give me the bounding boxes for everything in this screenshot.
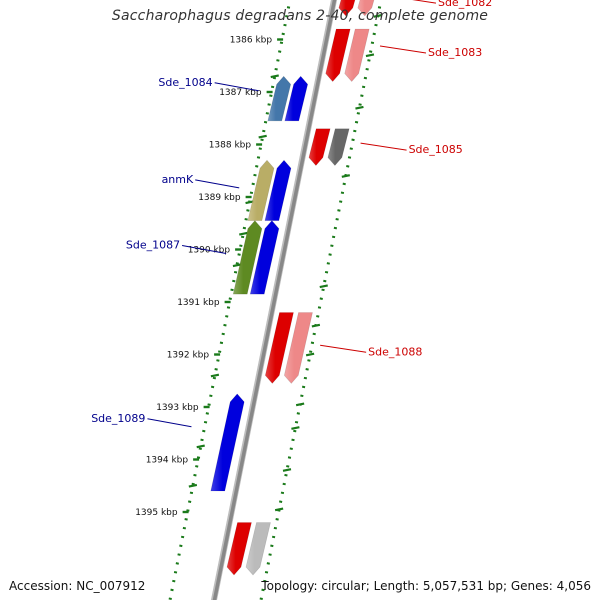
gene-label: Sde_1087 xyxy=(126,239,180,252)
scale-tick-label: 1387 kbp xyxy=(219,88,262,98)
topology-text: Topology: circular; Length: 5,057,531 bp… xyxy=(261,579,591,593)
map-title: Saccharophagus degradans 2-40, complete … xyxy=(111,8,489,24)
gene-label-leader xyxy=(182,245,227,254)
gene-arrow-forward xyxy=(338,0,356,17)
gc-skew-dash xyxy=(355,105,364,110)
gene-arrow-forward xyxy=(245,522,271,576)
gene-arrow-forward xyxy=(308,128,331,166)
gene-label-leader xyxy=(412,0,437,4)
gc-skew-dash xyxy=(365,53,375,58)
gene-label-leader xyxy=(360,142,407,151)
gene-label: Sde_1084 xyxy=(158,76,212,89)
gene-arrow-forward xyxy=(264,312,294,384)
accession-text: Accession: NC_007912 xyxy=(9,579,146,593)
gene-labels-layer: Sde_1082 Sde_1083 Sde_1084 Sde_1085 anmK Sde_… xyxy=(91,0,492,428)
gene-arrow-reverse xyxy=(284,75,309,122)
gc-skew-dash xyxy=(319,284,328,289)
gene-label: Sde_1083 xyxy=(428,46,482,59)
gene-arrow-forward xyxy=(357,0,375,17)
gene-arrow-forward xyxy=(325,28,351,82)
gene-label: Sde_1088 xyxy=(368,345,422,358)
gc-dotted-line-right xyxy=(259,0,383,600)
gc-skew-dash xyxy=(188,483,198,488)
gc-skew-dash xyxy=(305,352,315,357)
scale-tick-label: 1386 kbp xyxy=(230,36,273,46)
gene-label: Sde_1085 xyxy=(409,143,463,156)
gene-arrow-reverse xyxy=(264,159,292,221)
gene-label-leader xyxy=(147,418,192,428)
gene-label-leader xyxy=(195,179,240,189)
scale-tick-label: 1388 kbp xyxy=(209,141,252,151)
gene-label: anmK xyxy=(162,173,194,186)
gc-skew-dash xyxy=(311,323,321,328)
gene-arrow-forward xyxy=(226,522,252,576)
scale-tick-label: 1395 kbp xyxy=(135,508,178,518)
gc-skew-dash xyxy=(270,74,279,79)
gene-label: Sde_1089 xyxy=(91,412,145,425)
gene-arrow-reverse xyxy=(249,220,280,295)
gc-content-layer xyxy=(168,0,383,600)
scale-tick-label: 1391 kbp xyxy=(177,298,220,308)
gc-skew-dash xyxy=(282,468,292,472)
scale-tick-label: 1393 kbp xyxy=(156,403,199,413)
gc-skew-dash xyxy=(291,426,300,430)
gene-label-leader xyxy=(320,344,367,353)
gene-label: Sde_1082 xyxy=(438,0,492,9)
gene-arrow-reverse xyxy=(210,393,245,492)
backbone-line xyxy=(212,0,337,600)
gene-arrow-reverse xyxy=(247,159,275,221)
gc-skew-dash xyxy=(295,402,305,407)
gc-skew-dash xyxy=(239,231,248,236)
gene-arrow-reverse xyxy=(267,75,292,122)
gene-arrow-forward xyxy=(344,28,370,82)
gc-skew-dash xyxy=(232,263,242,268)
backbone-layer xyxy=(210,0,338,600)
scale-tick-label: 1392 kbp xyxy=(167,351,210,361)
gc-skew-dash xyxy=(245,200,254,205)
gc-dotted-line-left xyxy=(168,0,292,600)
gene-arrow-reverse xyxy=(232,220,263,295)
gc-skew-dash xyxy=(258,134,267,139)
gene-label-leader xyxy=(379,45,427,54)
scale-tick-label: 1389 kbp xyxy=(198,193,241,203)
gc-skew-dash xyxy=(373,13,383,18)
gc-skew-dash xyxy=(274,507,284,512)
scale-tick-label: 1394 kbp xyxy=(146,456,189,466)
gc-skew-dash xyxy=(341,174,351,178)
gc-skew-dash xyxy=(210,373,220,378)
gene-label-leader xyxy=(214,82,259,92)
gc-skew-dash xyxy=(196,444,205,449)
gene-arrow-forward xyxy=(327,128,350,166)
gene-arrow-forward xyxy=(283,312,313,384)
genes-layer xyxy=(210,0,375,576)
